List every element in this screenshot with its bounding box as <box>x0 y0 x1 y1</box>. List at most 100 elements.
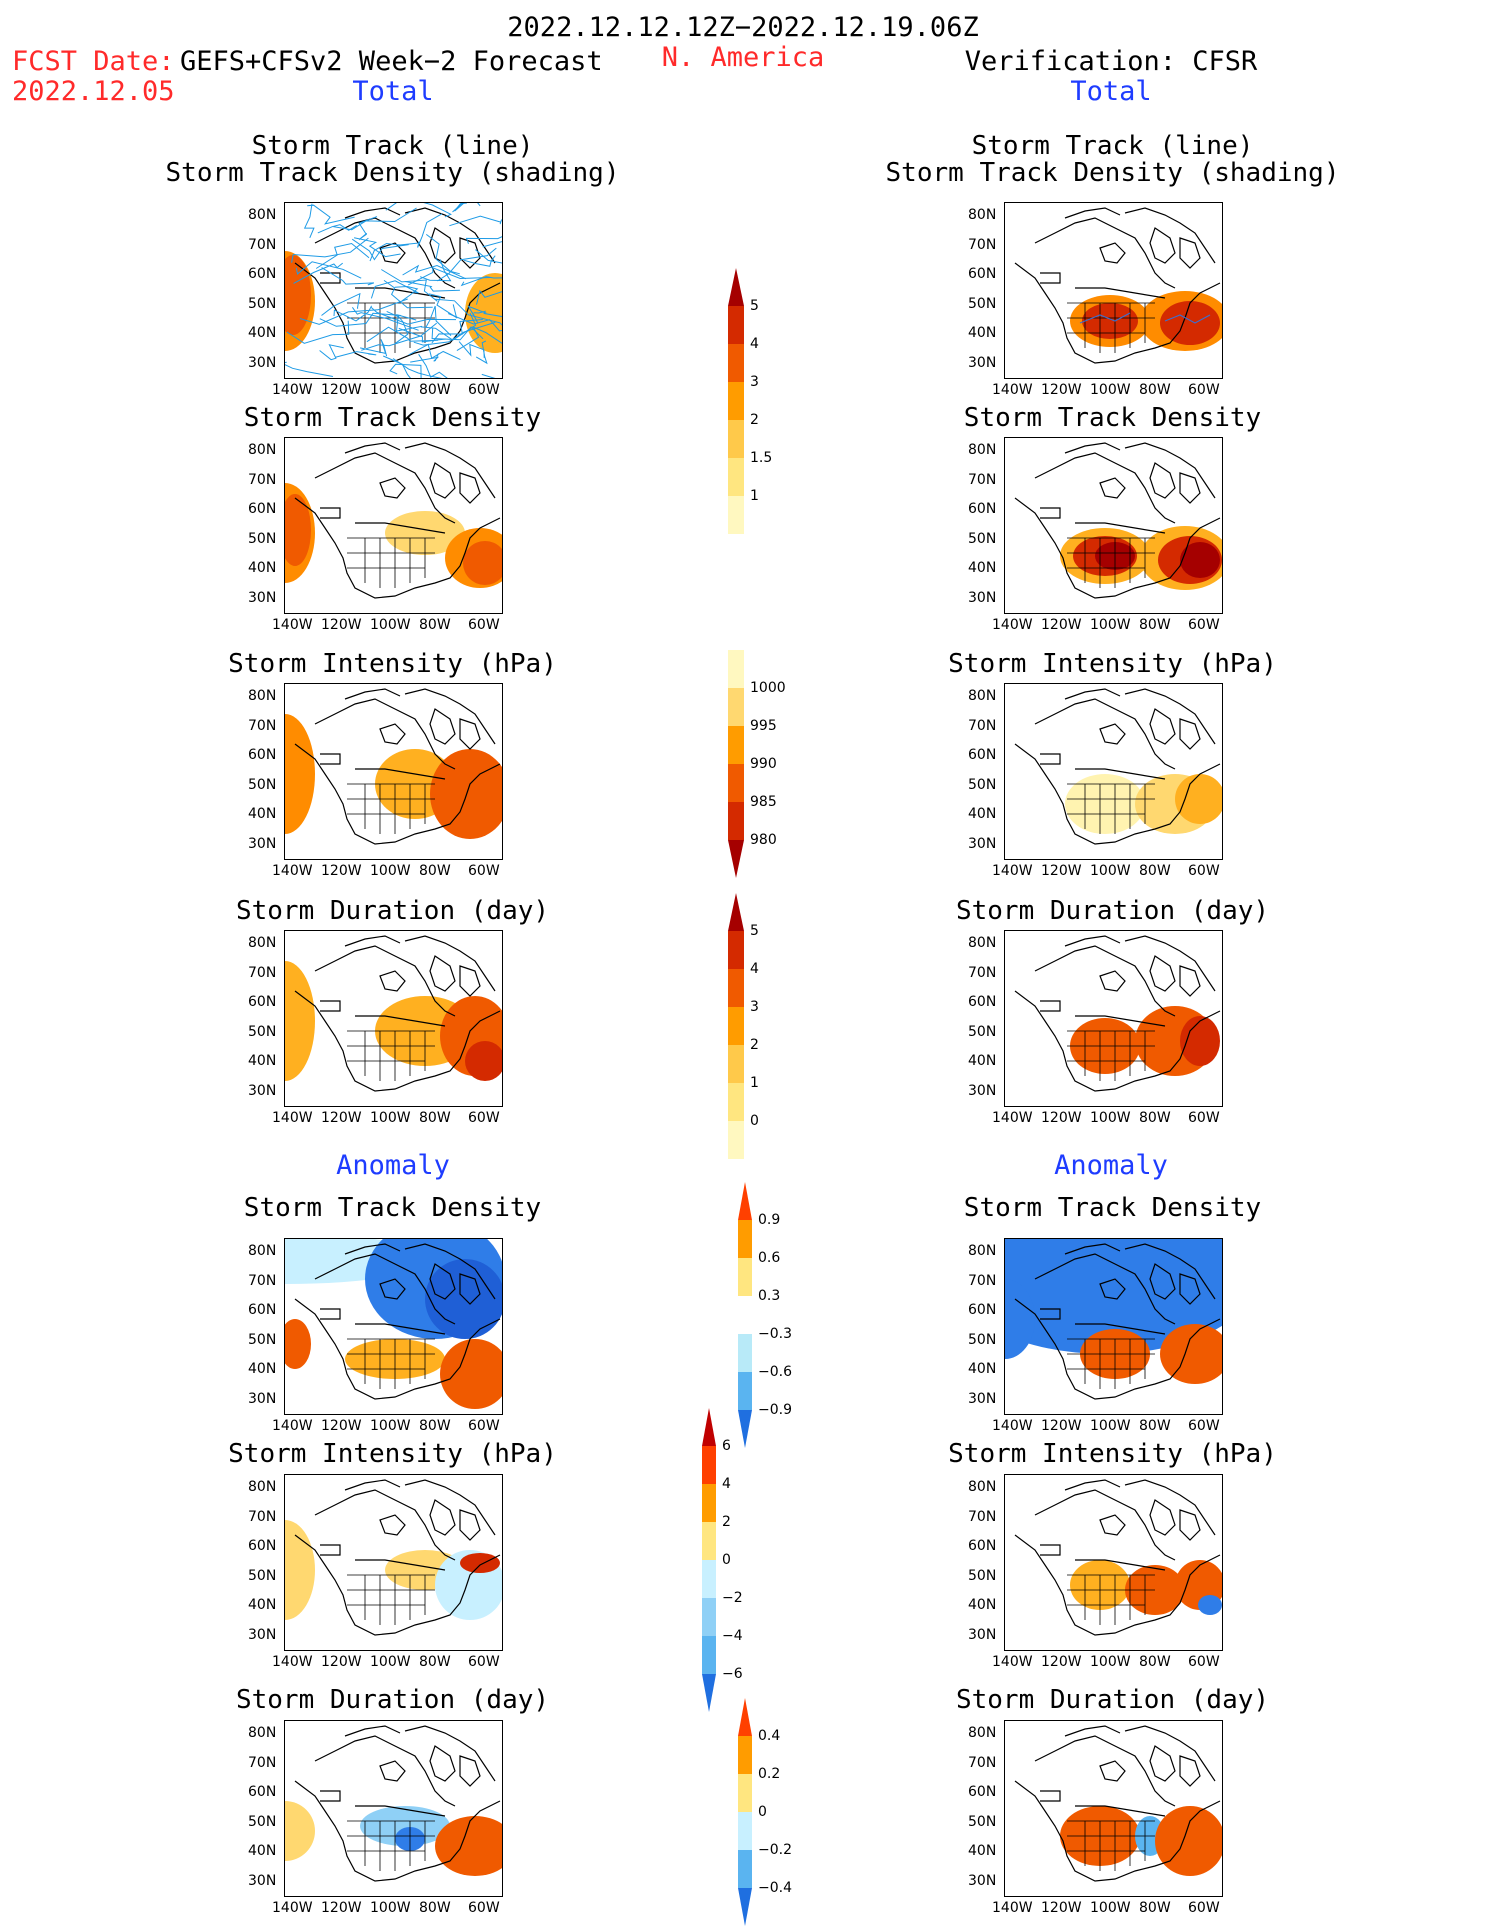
colorbar-label: 5 <box>750 923 759 939</box>
map-canvas <box>1014 935 1221 1092</box>
colorbar-label: 1.5 <box>750 450 773 466</box>
storm-track <box>299 298 408 325</box>
colorbar-segment <box>728 931 744 969</box>
coastline-layer <box>1014 688 1221 845</box>
lat-tick-label: 30N <box>968 1626 997 1643</box>
panel-title: Storm Intensity (hPa) <box>948 649 1277 679</box>
colorbar-segment <box>728 1007 744 1045</box>
storm-track <box>317 224 357 234</box>
lon-tick-label: 140W <box>992 1110 1033 1126</box>
verification-label: Verification: CFSR <box>964 46 1258 77</box>
map-canvas <box>1014 1479 1222 1636</box>
colorbar-segment <box>728 268 744 306</box>
coastline-layer <box>294 207 501 364</box>
coastline-7 <box>320 753 341 765</box>
lat-tick-label: 50N <box>968 295 997 312</box>
lon-tick-label: 120W <box>321 382 362 398</box>
lat-tick-label: 80N <box>248 1243 277 1259</box>
lon-tick-label: 60W <box>1188 1418 1220 1434</box>
map-canvas <box>1014 688 1222 845</box>
colorbar-segment <box>728 420 744 458</box>
storm-track <box>319 312 402 327</box>
coastline-4 <box>1149 1499 1176 1536</box>
lon-tick-label: 100W <box>370 617 411 633</box>
lon-tick-label: 120W <box>1041 1110 1082 1126</box>
colorbar-label: 5 <box>750 298 759 314</box>
colorbar-label: −0.3 <box>758 1326 792 1342</box>
lat-tick-label: 70N <box>968 1508 997 1525</box>
storm-track <box>435 298 502 326</box>
storm-track <box>410 353 440 363</box>
shading-region <box>1065 774 1145 834</box>
colorbar-segment <box>728 893 744 931</box>
state-borders <box>1067 1574 1155 1625</box>
colorbar-segment <box>728 726 744 764</box>
shading-region <box>440 1339 502 1409</box>
colorbar-label: 2 <box>722 1514 731 1530</box>
coastline-4 <box>1149 955 1176 992</box>
lat-tick-label: 30N <box>248 1626 277 1643</box>
shading-region <box>1082 303 1138 339</box>
coastline-7 <box>1040 753 1061 765</box>
lon-tick-label: 80W <box>1139 382 1171 398</box>
coastline-1 <box>314 1253 456 1325</box>
map-panel <box>1004 1474 1223 1651</box>
lat-tick-label: 60N <box>968 266 997 282</box>
coastline-2 <box>1124 207 1216 264</box>
storm-track <box>358 216 378 241</box>
lon-tick-label: 60W <box>468 1418 500 1434</box>
coastline-layer <box>1014 207 1221 364</box>
lon-tick-label: 140W <box>272 1654 313 1670</box>
storm-track <box>307 204 355 225</box>
map-panel <box>284 1474 503 1651</box>
colorbar-canvas <box>728 268 744 534</box>
map-canvas <box>1014 207 1222 364</box>
panel-title: Storm Duration (day) <box>235 1685 550 1715</box>
state-borders <box>1067 1030 1155 1081</box>
coastline-3 <box>344 1479 401 1491</box>
coastline-5 <box>1179 1509 1201 1541</box>
state-borders <box>1067 1820 1155 1871</box>
storm-track <box>361 322 438 351</box>
panel-title: Storm Track Density <box>963 403 1262 433</box>
coastline-6 <box>379 1514 406 1536</box>
colorbar-label: 980 <box>750 832 777 848</box>
map-panel <box>1004 1720 1223 1897</box>
fcst-date-prefix: FCST Date: <box>12 46 175 77</box>
lat-tick-label: 70N <box>248 717 277 734</box>
storm-track <box>482 241 502 248</box>
lat-tick-label: 40N <box>248 1361 277 1377</box>
state-borders <box>347 1030 435 1081</box>
coastline-3 <box>344 442 401 454</box>
lat-tick-label: 30N <box>248 1872 277 1889</box>
lat-tick-label: 50N <box>968 530 997 547</box>
colorbar-label: 3 <box>750 374 759 390</box>
colorbar-segment <box>728 1083 744 1121</box>
coastline-4 <box>429 955 456 992</box>
coastline-4 <box>429 1745 456 1782</box>
coastline-3 <box>1064 1243 1121 1255</box>
storm-track <box>465 236 502 244</box>
lat-tick-label: 80N <box>968 935 997 951</box>
colorbar-canvas <box>728 650 744 878</box>
storm-track <box>463 255 496 267</box>
map-canvas <box>285 1239 502 1409</box>
storm-track <box>369 242 418 262</box>
colorbar-segment <box>738 1372 752 1410</box>
lat-tick-label: 60N <box>968 501 997 517</box>
lat-tick-label: 80N <box>248 442 277 458</box>
coastline-7 <box>1040 1790 1061 1802</box>
coastline-3 <box>1064 207 1121 219</box>
storm-track <box>319 344 344 361</box>
shading-region <box>285 494 311 566</box>
shading-region <box>1160 1324 1222 1384</box>
storm-track <box>1164 314 1211 324</box>
lat-tick-label: 70N <box>968 1272 997 1289</box>
lon-tick-label: 80W <box>419 1654 451 1670</box>
lon-tick-label: 120W <box>321 1900 362 1916</box>
lat-tick-label: 50N <box>968 776 997 793</box>
lat-tick-label: 50N <box>248 530 277 547</box>
coastline-1 <box>1034 217 1176 289</box>
lat-tick-label: 60N <box>248 501 277 517</box>
shading-region <box>285 1319 311 1369</box>
